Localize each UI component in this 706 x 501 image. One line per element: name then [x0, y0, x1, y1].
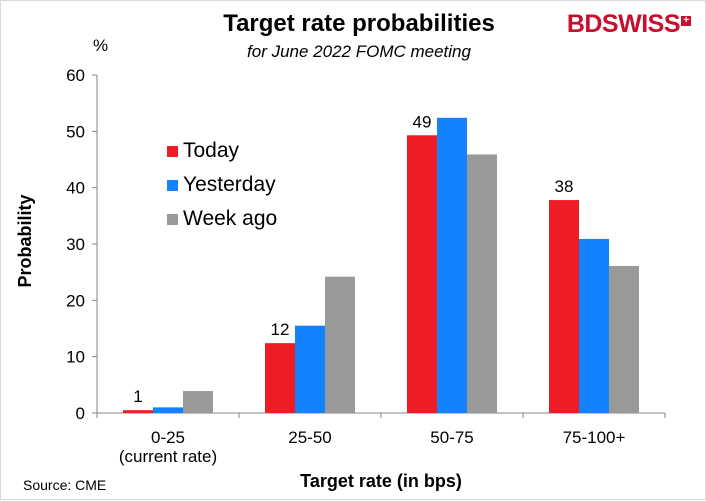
- x-tick-label: 75-100+: [563, 428, 626, 447]
- bar-today-2: [265, 343, 295, 413]
- bar-today-4: [549, 200, 579, 413]
- data-labels: 1 12 49 38: [133, 112, 573, 406]
- x-tick-label: 50-75: [430, 428, 473, 447]
- source-note: Source: CME: [23, 477, 106, 493]
- legend-label-today: Today: [183, 139, 240, 162]
- logo-text-swiss: SWISS: [601, 10, 681, 38]
- y-tick-label: 20: [66, 291, 85, 310]
- bar-yesterday-2: [295, 325, 325, 413]
- legend: Today Yesterday Week ago: [167, 139, 277, 230]
- y-tick-label: 30: [66, 235, 85, 254]
- bar-yesterday-4: [579, 238, 609, 413]
- bar-week-ago-1: [183, 391, 213, 413]
- bar-week-ago-3: [467, 154, 497, 413]
- y-unit-label: %: [93, 36, 108, 55]
- logo-plus-icon: +: [681, 15, 691, 26]
- y-tick-label: 10: [66, 348, 85, 367]
- legend-swatch-week-ago: [167, 214, 178, 225]
- data-label: 49: [413, 112, 432, 131]
- data-label: 12: [271, 320, 290, 339]
- y-tick-label: 40: [66, 179, 85, 198]
- bars: [123, 117, 639, 414]
- logo-text-bd: BD: [566, 10, 603, 38]
- y-tick-label: 0: [76, 404, 85, 423]
- bar-yesterday-1: [153, 407, 183, 413]
- y-tick-label: 60: [66, 66, 85, 85]
- legend-swatch-today: [167, 146, 178, 157]
- bar-week-ago-2: [325, 276, 355, 413]
- data-label: 1: [133, 387, 142, 406]
- axes: 0 10 20 30 40 50 60 0-25 (current rate) 25-50 50-7…: [66, 66, 666, 466]
- bdswiss-logo: BDSWISS +: [567, 9, 691, 39]
- y-tick-label: 50: [66, 122, 85, 141]
- x-axis-title: Target rate (in bps): [300, 471, 462, 491]
- data-label: 38: [555, 177, 574, 196]
- chart-title: Target rate probabilities: [223, 10, 495, 37]
- legend-label-yesterday: Yesterday: [183, 173, 276, 196]
- legend-swatch-yesterday: [167, 180, 178, 191]
- bar-week-ago-4: [609, 265, 639, 413]
- legend-label-week-ago: Week ago: [183, 207, 277, 230]
- bar-yesterday-3: [437, 117, 467, 414]
- bar-today-3: [407, 135, 437, 413]
- x-tick-label: 25-50: [288, 428, 331, 447]
- x-tick-label: 0-25 (current rate): [119, 428, 217, 466]
- chart-subtitle: for June 2022 FOMC meeting: [247, 42, 471, 61]
- bar-today-1: [123, 410, 153, 413]
- y-axis-title: Probability: [15, 194, 35, 287]
